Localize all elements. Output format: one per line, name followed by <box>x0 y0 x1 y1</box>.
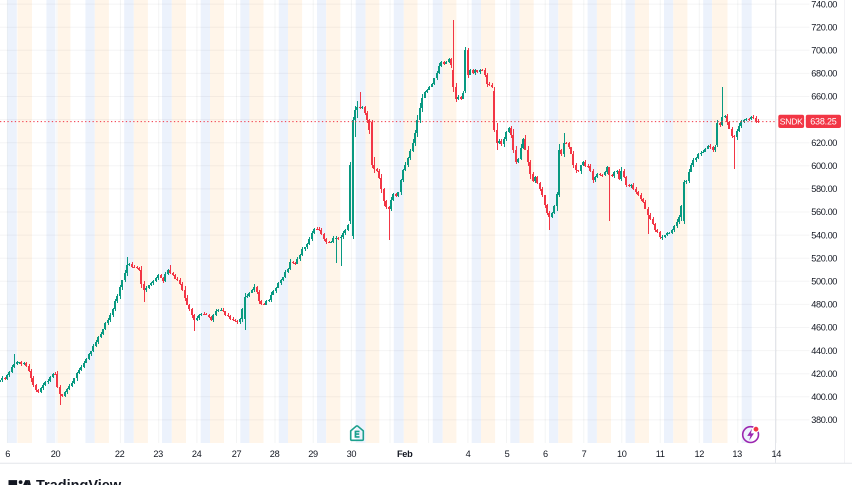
svg-text:4: 4 <box>466 449 471 459</box>
svg-text:638.25: 638.25 <box>810 117 837 127</box>
svg-text:380.00: 380.00 <box>811 415 837 425</box>
svg-text:600.00: 600.00 <box>811 161 837 171</box>
svg-text:20: 20 <box>51 449 61 459</box>
svg-text:560.00: 560.00 <box>811 207 837 217</box>
svg-text:28: 28 <box>270 449 280 459</box>
svg-text:680.00: 680.00 <box>811 69 837 79</box>
svg-text:22: 22 <box>115 449 125 459</box>
svg-text:12: 12 <box>694 449 704 459</box>
svg-text:740.00: 740.00 <box>811 0 837 9</box>
svg-text:720.00: 720.00 <box>811 22 837 32</box>
svg-text:6: 6 <box>543 449 548 459</box>
svg-text:620.00: 620.00 <box>811 138 837 148</box>
svg-text:540.00: 540.00 <box>811 230 837 240</box>
svg-text:11: 11 <box>656 449 665 459</box>
svg-text:TradingView: TradingView <box>36 478 122 485</box>
svg-text:SNDK: SNDK <box>780 117 803 127</box>
svg-text:420.00: 420.00 <box>811 369 837 379</box>
svg-text:30: 30 <box>347 449 357 459</box>
svg-text:24: 24 <box>192 449 202 459</box>
svg-text:29: 29 <box>308 449 318 459</box>
svg-text:14: 14 <box>771 449 781 459</box>
svg-text:440.00: 440.00 <box>811 346 837 356</box>
svg-text:10: 10 <box>617 449 627 459</box>
svg-text:480.00: 480.00 <box>811 300 837 310</box>
svg-text:400.00: 400.00 <box>811 392 837 402</box>
svg-text:5: 5 <box>505 449 510 459</box>
svg-text:13: 13 <box>732 449 742 459</box>
svg-text:660.00: 660.00 <box>811 92 837 102</box>
svg-text:700.00: 700.00 <box>811 46 837 56</box>
svg-text:27: 27 <box>232 449 242 459</box>
svg-text:460.00: 460.00 <box>811 323 837 333</box>
svg-text:580.00: 580.00 <box>811 184 837 194</box>
svg-text:7: 7 <box>582 449 587 459</box>
svg-text:520.00: 520.00 <box>811 253 837 263</box>
svg-text:Feb: Feb <box>397 449 413 459</box>
svg-text:23: 23 <box>153 449 163 459</box>
svg-text:500.00: 500.00 <box>811 277 837 287</box>
svg-text:6: 6 <box>5 449 10 459</box>
